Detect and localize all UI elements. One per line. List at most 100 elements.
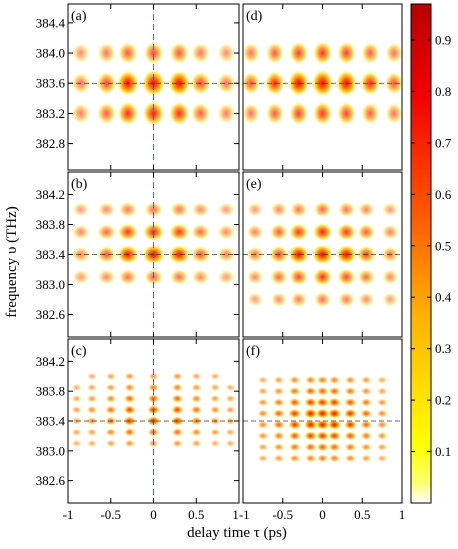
intensity-spot <box>360 70 381 96</box>
spots-group <box>257 375 388 463</box>
intensity-spot <box>217 246 236 263</box>
intensity-spot <box>270 291 287 308</box>
intensity-spot <box>315 408 330 419</box>
intensity-spot <box>288 397 301 408</box>
intensity-spot <box>376 409 388 418</box>
colorbar: 0.1 0.2 0.3 0.4 0.5 0.6 0.7 0.8 0.9 <box>410 3 452 504</box>
intensity-spot <box>191 383 202 392</box>
intensity-spot <box>191 42 210 64</box>
y-axis-label: frequency υ (THz) <box>4 206 20 318</box>
intensity-spot <box>344 454 356 463</box>
intensity-spot <box>246 269 263 285</box>
intensity-spot <box>86 439 97 448</box>
colorbar-tick-label: 0.8 <box>435 84 451 99</box>
x-axis-label: delay time τ (ps) <box>187 525 287 541</box>
intensity-spot <box>191 223 210 241</box>
intensity-spot <box>273 375 285 385</box>
intensity-spot <box>124 439 135 448</box>
intensity-spot <box>335 69 357 97</box>
intensity-spot <box>97 269 116 285</box>
intensity-spot <box>243 102 260 125</box>
intensity-spot <box>357 268 375 286</box>
intensity-spot <box>289 223 309 241</box>
colorbar-tick-label: 0.2 <box>435 393 451 408</box>
intensity-spot <box>144 201 163 218</box>
intensity-spot <box>289 41 308 65</box>
x-tick-label: 0.5 <box>188 507 204 522</box>
intensity-spot <box>118 41 138 65</box>
intensity-spot <box>169 223 190 241</box>
y-tick-label: 383.4 <box>36 414 66 429</box>
intensity-spot <box>118 201 137 218</box>
y-tick-label: 383.6 <box>36 76 66 91</box>
intensity-spot <box>337 41 356 65</box>
intensity-spot <box>337 201 355 218</box>
intensity-spot <box>327 397 341 408</box>
x-tick-label: 1-1 <box>232 507 249 522</box>
intensity-spot <box>217 224 235 240</box>
intensity-spot <box>191 102 210 125</box>
intensity-spot <box>71 394 82 403</box>
intensity-spot <box>361 102 380 125</box>
panel-f: (f) <box>242 338 403 504</box>
panel-b: 382.6 383.0 383.4 383.8 384.2 (b) <box>36 171 240 338</box>
intensity-spot <box>86 383 97 392</box>
intensity-spot <box>376 376 388 384</box>
intensity-spot <box>270 201 287 218</box>
intensity-spot <box>217 102 236 124</box>
intensity-spot <box>71 428 82 437</box>
intensity-spot <box>117 101 139 126</box>
x-tick-label: -1 <box>63 507 74 522</box>
intensity-spot <box>360 387 372 396</box>
colorbar-gradient <box>411 4 431 503</box>
intensity-spot <box>328 386 341 396</box>
intensity-spot <box>148 372 159 381</box>
intensity-spot <box>123 416 136 426</box>
panel-a: 382.8 383.2 383.6 384.0 384.4 (a) <box>36 3 240 171</box>
intensity-spot <box>217 72 236 94</box>
intensity-spot <box>273 454 285 463</box>
y-tick-label: 383.8 <box>36 217 65 232</box>
intensity-spot <box>289 375 301 385</box>
intensity-spot <box>288 431 301 441</box>
panel-label: (d) <box>246 9 263 24</box>
intensity-spot <box>171 405 184 415</box>
intensity-spot <box>304 386 317 396</box>
intensity-spot <box>269 223 288 241</box>
intensity-spot <box>376 387 388 396</box>
intensity-spot <box>327 408 342 419</box>
intensity-spot <box>170 201 189 218</box>
intensity-spot <box>288 386 301 396</box>
intensity-spot <box>376 420 388 429</box>
intensity-spot <box>265 41 284 65</box>
intensity-spot <box>360 398 373 407</box>
intensity-spot <box>304 375 317 385</box>
intensity-spot <box>344 442 357 452</box>
spots-group <box>71 41 236 126</box>
intensity-spot <box>315 397 330 408</box>
intensity-spot <box>376 431 388 440</box>
intensity-spot <box>142 100 165 126</box>
intensity-spot <box>257 398 269 407</box>
intensity-spot <box>376 398 388 407</box>
intensity-spot <box>190 394 202 403</box>
intensity-spot <box>315 431 330 441</box>
intensity-spot <box>72 42 90 64</box>
intensity-spot <box>217 202 235 217</box>
intensity-spot <box>97 223 116 241</box>
intensity-spot <box>328 454 341 463</box>
intensity-spot <box>172 439 183 448</box>
intensity-spot <box>385 42 402 64</box>
intensity-spot <box>303 408 318 419</box>
y-tick-label: 382.8 <box>36 136 65 151</box>
x-tick-label: 0 <box>319 507 326 522</box>
intensity-spot <box>376 454 388 463</box>
panel-d: (d) <box>242 3 403 171</box>
intensity-spot <box>217 269 235 285</box>
colorbar-tick-label: 0.6 <box>435 187 452 202</box>
intensity-spot <box>257 420 269 429</box>
intensity-spot <box>71 439 82 448</box>
intensity-spot <box>288 244 309 265</box>
